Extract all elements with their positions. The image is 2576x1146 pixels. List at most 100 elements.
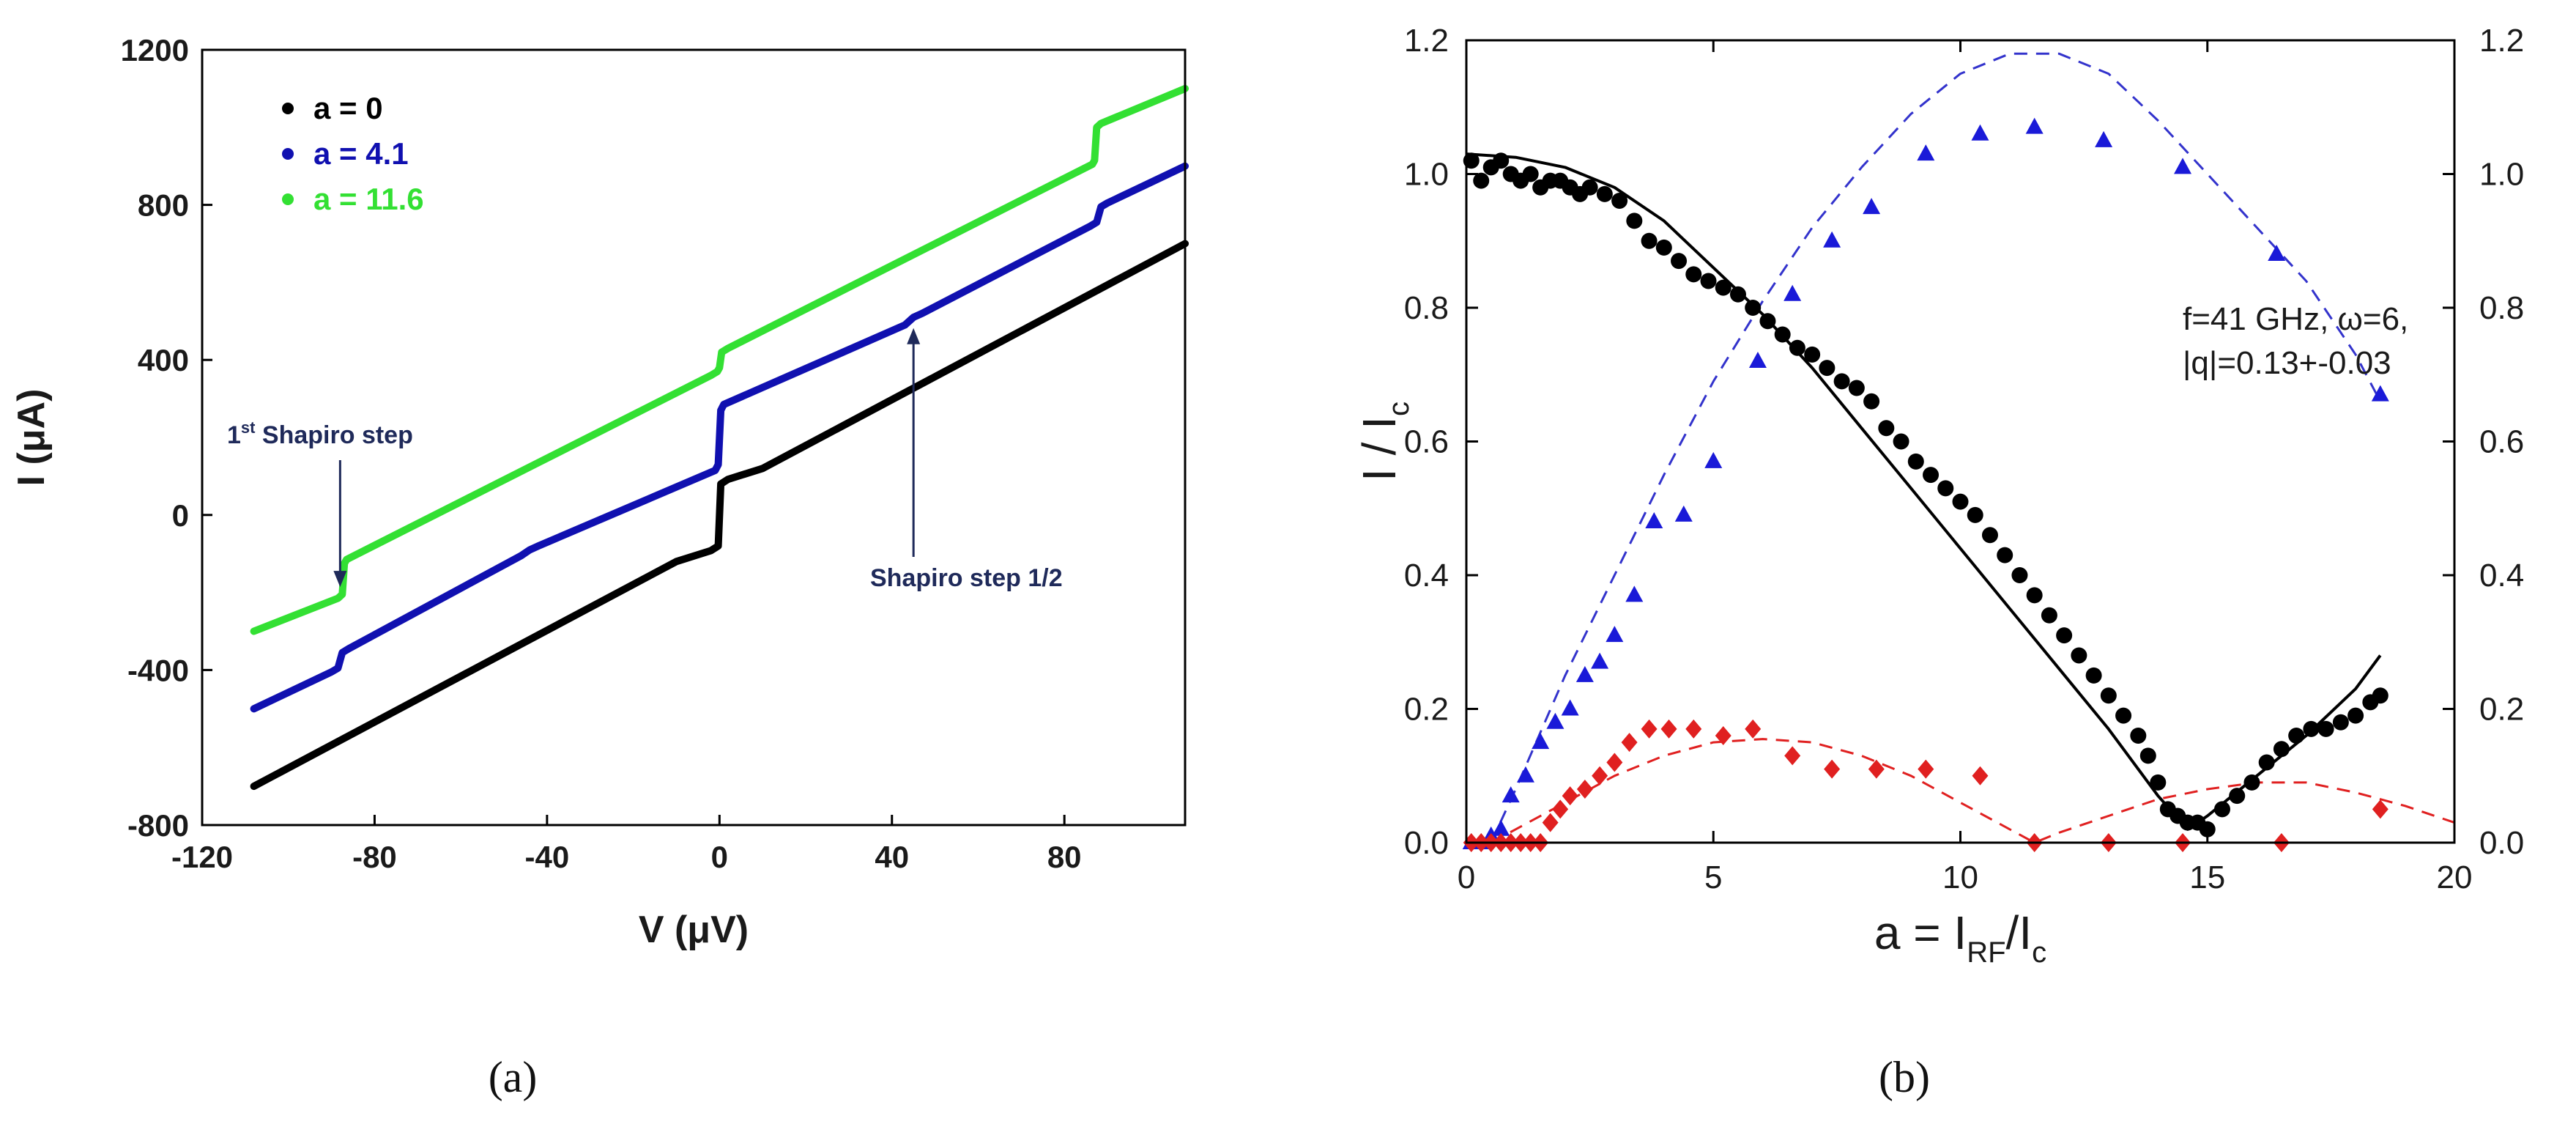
annotation-first-step-number: 1	[227, 421, 241, 449]
panel-b-point-black-dot	[1804, 346, 1821, 363]
panel-b-point-black-dot	[1522, 166, 1539, 182]
panel-b-point-red-diamond	[1784, 746, 1801, 766]
panel-a-y-tick-label: -400	[127, 653, 189, 687]
panel-b-point-black-dot	[2139, 747, 2156, 764]
panel-a-y-tick-label: 1200	[121, 33, 189, 67]
panel-b-point-black-dot	[2288, 728, 2305, 744]
panel-b-x-ticks: 0 5 10 15 20	[1458, 40, 2473, 895]
panel-b-point-red-diamond	[2372, 799, 2388, 819]
panel-a-y-tick-label: 400	[138, 343, 189, 377]
panel-b-point-black-dot	[1997, 547, 2013, 563]
panel-b-point-black-dot	[2115, 707, 2132, 724]
panel-b-point-red-diamond	[1592, 766, 1608, 785]
panel-a-plot-frame	[201, 48, 1187, 827]
panel-b-x-tick-label: 20	[2437, 860, 2473, 895]
panel-b-right-y-tick-label: 0.8	[2479, 290, 2524, 326]
panel-b-point-black-dot	[1745, 300, 1762, 316]
panel-b-right-y-tick-label: 1.0	[2479, 157, 2524, 193]
panel-b-point-red-diamond	[1918, 759, 1934, 779]
panel-b-point-black-dot	[2056, 627, 2073, 644]
panel-b-point-black-dot	[2026, 587, 2043, 604]
panel-b-y-ticks: 0.0 0.2 0.4 0.6 0.8 1.0 1.2	[1404, 23, 1478, 861]
panel-b-right-y-ticks: 0.0 0.2 0.4 0.6 0.8 1.0 1.2	[2443, 23, 2524, 861]
panel-b-annotation-line-1: f=41 GHz, ω=6,	[2183, 301, 2408, 337]
panel-b-point-black-dot	[1774, 326, 1791, 343]
panel-b-point-black-dot	[2041, 607, 2057, 624]
panel-b-point-black-dot	[2150, 774, 2167, 791]
panel-b-point-black-dot	[1715, 279, 1731, 296]
panel-b-point-black-dot	[1700, 273, 1717, 289]
panel-b-point-blue-triangle	[1917, 144, 1935, 161]
panel-b-point-red-diamond	[1641, 719, 1658, 739]
panel-b-curve-red-dashed-fit	[1490, 738, 2455, 844]
panel-b-y-tick-label: 0.6	[1404, 424, 1449, 460]
panel-a-legend-marker-0	[282, 103, 294, 114]
panel-a-x-tick-label: 0	[711, 840, 728, 874]
panel-a-legend-marker-1	[282, 148, 294, 160]
panel-b-point-black-dot	[1923, 467, 1940, 484]
annotation-first-step-sup: st	[241, 418, 256, 437]
panel-b-point-black-dot	[2317, 720, 2334, 737]
panel-b-point-black-dot	[2243, 774, 2260, 791]
panel-b-point-blue-triangle	[1492, 819, 1510, 836]
panel-b-point-black-dot	[1981, 527, 1998, 544]
panel-b-point-black-dot	[1641, 232, 1658, 249]
panel-b-point-black-dot	[2100, 687, 2117, 704]
panel-b-point-blue-triangle	[2095, 130, 2113, 147]
panel-b-x-axis-label: a = IRF/Ic	[1874, 906, 2046, 969]
panel-b-y-tick-label: 0.0	[1404, 825, 1449, 861]
panel-b-point-blue-triangle	[1561, 699, 1579, 716]
panel-b-point-black-dot	[1611, 193, 1628, 209]
panel-a-x-tick-label: -80	[352, 840, 397, 874]
panel-b-point-black-dot	[1671, 253, 1688, 270]
panel-a-annotation-half-step: Shapiro step 1/2	[870, 564, 1063, 592]
panel-b-y-axis-label: I / Ic	[1353, 402, 1415, 481]
panel-b-point-black-dot	[1967, 506, 1983, 523]
panel-b-point-red-diamond	[1576, 780, 1593, 799]
panel-b-x-tick-label: 0	[1458, 860, 1475, 895]
panel-b-curve-black-fit-curve	[1466, 152, 2382, 831]
panel-b-point-red-diamond	[1606, 753, 1623, 772]
panel-b-y-label-main: I / I	[1353, 416, 1406, 481]
panel-a-series-line-0	[250, 240, 1189, 791]
panel-b-point-red-diamond	[1621, 733, 1638, 753]
panel-b-point-blue-triangle	[1674, 505, 1693, 522]
panel-b-point-blue-triangle	[1546, 712, 1564, 729]
panel-a-y-tick-label: -800	[127, 808, 189, 843]
panel-a-x-tick-label: -120	[171, 840, 233, 874]
panel-b-x-label-main: a = I	[1874, 906, 1967, 959]
panel-a-annotation-arrowhead-1	[333, 571, 347, 588]
panel-b-point-blue-triangle	[1606, 626, 1624, 643]
panel-a-series-group	[250, 84, 1189, 791]
panel-b-right-y-tick-label: 1.2	[2479, 23, 2524, 59]
panel-b-point-blue-triangle	[1971, 124, 1989, 141]
panel-b-point-black-dot	[2085, 667, 2102, 684]
panel-b-point-blue-triangle	[1502, 786, 1520, 803]
panel-b-point-blue-triangle	[1645, 512, 1663, 528]
panel-a-y-tick-label: 0	[172, 498, 189, 533]
panel-b-point-red-diamond	[1745, 719, 1762, 739]
panel-b-right-y-tick-label: 0.6	[2479, 424, 2524, 460]
panel-b-right-y-tick-label: 0.4	[2479, 558, 2524, 594]
panel-a-legend-label-2: a = 11.6	[313, 182, 424, 216]
panel-b-point-blue-triangle	[2174, 158, 2192, 174]
panel-b-point-blue-triangle	[1625, 585, 1644, 602]
panel-b-plot-frame	[1465, 39, 2456, 844]
panel-b-annotation-line-2: |q|=0.13+-0.03	[2183, 345, 2391, 381]
panel-b-point-black-dot	[1655, 239, 1672, 256]
panel-b-point-black-dot	[1759, 313, 1776, 330]
caption-b: (b)	[1879, 1053, 1930, 1101]
panel-b-point-black-dot	[2213, 801, 2230, 818]
panel-b-point-blue-triangle	[1591, 652, 1609, 669]
panel-b-point-red-diamond	[1972, 766, 1989, 785]
panel-a-legend: a = 0 a = 4.1 a = 11.6	[282, 91, 424, 216]
panel-b-point-red-diamond	[1868, 759, 1885, 779]
panel-b-point-black-dot	[2303, 720, 2320, 737]
panel-b-x-label-sub1: RF	[1967, 936, 2005, 969]
panel-b-point-black-dot	[2372, 687, 2388, 704]
panel-b-y-tick-label: 0.2	[1404, 692, 1449, 728]
panel-a-legend-label-0: a = 0	[313, 91, 383, 125]
panel-a-series-line-1	[250, 162, 1189, 713]
panel-b-point-blue-triangle	[1532, 733, 1550, 750]
panel-a-y-ticks: -800 -400 0 400 800 1200	[121, 33, 212, 843]
